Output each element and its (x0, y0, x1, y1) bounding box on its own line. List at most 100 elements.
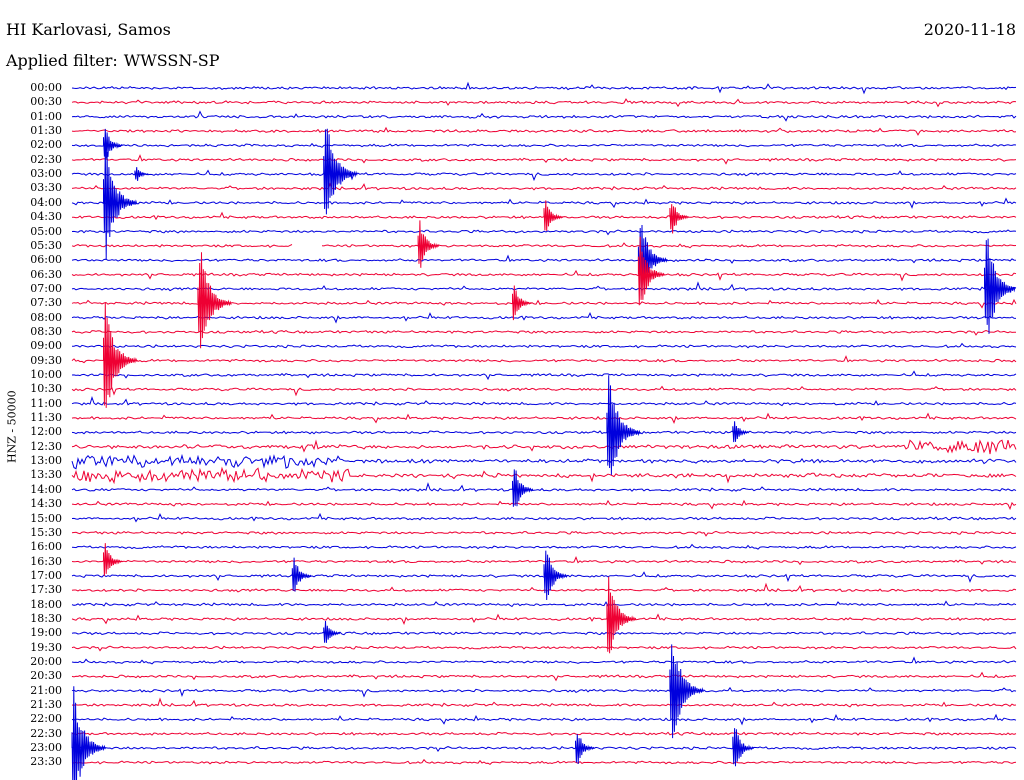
time-label-0630: 06:30 (30, 267, 62, 281)
trace-0530 (71, 242, 1017, 249)
time-label-0430: 04:30 (30, 210, 62, 224)
trace-0100 (71, 110, 1017, 122)
event-1630-16 (103, 543, 123, 576)
trace-2200 (71, 713, 1017, 726)
event-2300-23 (575, 734, 595, 765)
trace-1000 (71, 370, 1017, 381)
trace-1800 (71, 600, 1017, 608)
event-0930-12 (103, 302, 138, 408)
trace-2100 (71, 686, 1017, 698)
time-label-0730: 07:30 (30, 296, 62, 310)
trace-1030 (71, 385, 1017, 397)
event-1700-18 (543, 550, 568, 601)
event-2300-22 (71, 686, 106, 780)
event-1700-17 (291, 557, 312, 592)
filter-info: Applied filter: WWSSN-SP (6, 51, 219, 70)
trace-1830 (71, 613, 1017, 625)
time-label-2000: 20:00 (30, 655, 62, 668)
time-label-1400: 14:00 (30, 482, 62, 496)
time-label-0930: 09:30 (30, 353, 62, 367)
trace-0830 (71, 329, 1016, 336)
time-label-0130: 01:30 (30, 124, 62, 138)
event-0700-9 (984, 238, 1016, 334)
time-label-0900: 09:00 (30, 339, 62, 353)
trace-1130 (71, 412, 1017, 425)
station-title: HI Karlovasi, Samos (6, 20, 171, 39)
time-label-2330: 23:30 (30, 755, 62, 769)
time-label-0830: 08:30 (30, 324, 62, 338)
event-0300-2 (323, 128, 358, 215)
time-label-2200: 22:00 (30, 712, 62, 726)
trace-0200 (71, 142, 1017, 148)
trace-1100 (71, 396, 1017, 407)
filter-value: WWSSN-SP (123, 51, 220, 70)
time-label-1300: 13:00 (30, 454, 62, 468)
time-label-1730: 17:30 (30, 583, 62, 597)
event-0730-11 (512, 285, 532, 321)
event-0400-3 (103, 144, 138, 260)
event-0430-5 (669, 204, 690, 234)
time-label-2130: 21:30 (30, 698, 62, 712)
trace-1630 (71, 555, 1017, 566)
trace-0930 (71, 355, 1017, 364)
date-label: 2020-11-18 (923, 20, 1016, 39)
event-0630-8 (637, 236, 665, 306)
trace-1600 (71, 543, 1017, 550)
filter-label: Applied filter: (6, 51, 118, 70)
time-axis: 00:00 00:30 01:00 01:30 02:00 02:30 03:00 03:30… (0, 0, 66, 780)
event-2100-21 (669, 644, 704, 739)
event-0530-6 (417, 220, 440, 268)
time-label-2230: 22:30 (30, 726, 62, 740)
time-label-1530: 15:30 (30, 525, 62, 539)
time-label-1830: 18:30 (30, 611, 62, 625)
trace-2130 (71, 697, 1017, 708)
time-label-2300: 23:00 (30, 741, 62, 755)
trace-0900 (71, 342, 1017, 349)
time-label-0000: 00:00 (30, 81, 62, 94)
trace-2300 (71, 745, 1017, 753)
trace-2330 (71, 758, 1017, 766)
trace-2000 (71, 656, 1017, 665)
trace-0400 (71, 197, 1017, 209)
time-label-1100: 11:00 (30, 396, 62, 410)
time-label-0230: 02:30 (30, 152, 62, 166)
event-1200-13 (606, 375, 641, 475)
time-label-1200: 12:00 (30, 425, 62, 439)
trace-0700 (71, 281, 1017, 292)
trace-0130 (71, 126, 1017, 136)
trace-0630 (71, 269, 1017, 282)
time-label-0700: 07:00 (30, 281, 62, 295)
event-1400-15 (512, 469, 534, 507)
time-label-0800: 08:00 (30, 310, 62, 324)
event-0200-0 (103, 128, 123, 159)
event-0730-10 (197, 252, 232, 349)
time-label-1600: 16:00 (30, 540, 62, 554)
trace-0500 (71, 229, 1017, 236)
time-label-0300: 03:00 (30, 167, 62, 181)
time-label-1430: 14:30 (30, 497, 62, 511)
event-0430-4 (543, 200, 564, 231)
time-label-1230: 12:30 (30, 439, 62, 453)
time-label-1700: 17:00 (30, 568, 62, 582)
trace-0000 (71, 81, 1017, 95)
time-label-1800: 18:00 (30, 597, 62, 611)
time-label-1130: 11:30 (30, 411, 62, 425)
time-label-0500: 05:00 (30, 224, 62, 238)
time-label-1630: 16:30 (30, 554, 62, 568)
trace-0600 (71, 254, 1017, 264)
trace-2230 (71, 731, 1017, 736)
trace-1200 (71, 430, 1017, 435)
time-label-0600: 06:00 (30, 253, 62, 267)
trace-0800 (71, 311, 1017, 324)
trace-1930 (71, 645, 1017, 652)
trace-1300 (71, 453, 1017, 470)
time-label-2030: 20:30 (30, 669, 62, 683)
event-0300-1 (134, 167, 149, 181)
trace-1500 (71, 512, 1017, 523)
trace-1430 (71, 499, 1017, 511)
trace-0030 (71, 98, 1017, 108)
trace-0330 (71, 180, 1017, 191)
time-label-0200: 02:00 (30, 138, 62, 152)
time-label-1030: 10:30 (30, 382, 62, 396)
